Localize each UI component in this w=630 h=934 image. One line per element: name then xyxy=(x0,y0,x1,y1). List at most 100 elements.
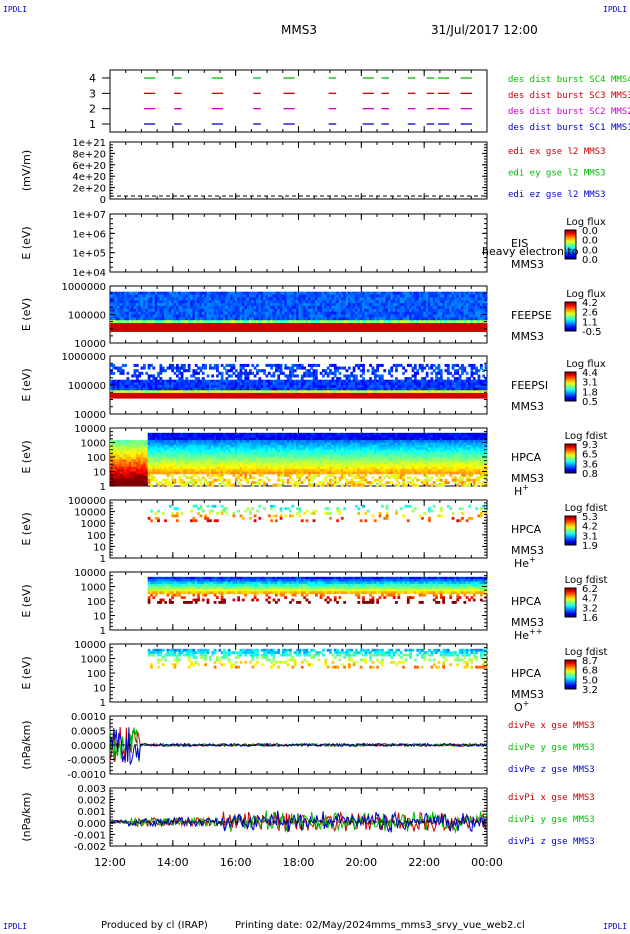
spectrogram-cell xyxy=(282,323,285,327)
spectrogram-cell xyxy=(180,392,184,396)
spectrogram-cell xyxy=(159,390,163,394)
spectrogram-cell xyxy=(220,320,224,324)
spectrogram-cell xyxy=(138,395,142,399)
spectrogram-cell xyxy=(194,317,198,321)
spectrogram-cell xyxy=(166,432,170,436)
spectrogram-cell xyxy=(124,457,127,460)
spectrogram-cell xyxy=(131,303,134,307)
spectrogram-cell xyxy=(147,291,151,295)
spectrogram-cell xyxy=(402,323,405,327)
spectrogram-cell xyxy=(218,387,222,391)
spectrogram-cell xyxy=(110,300,113,304)
spectrogram-cell xyxy=(402,317,405,321)
spectrogram-cell xyxy=(211,314,215,318)
spectrogram-cell xyxy=(192,291,196,295)
spectrogram-cell xyxy=(150,317,153,321)
spectrogram-cell xyxy=(166,297,170,301)
spectrogram-cell xyxy=(117,469,120,472)
spectrogram-cell xyxy=(482,323,486,327)
spectrogram-cell xyxy=(319,387,323,391)
spectrogram-cell xyxy=(437,390,441,394)
spectrogram-cell xyxy=(223,317,226,321)
spectrogram-cell xyxy=(355,325,358,330)
spectrogram-cell xyxy=(376,387,380,391)
spectrogram-cell xyxy=(376,369,380,373)
spectrogram-cell xyxy=(159,437,163,441)
spectrogram-cell xyxy=(152,317,156,321)
spectrogram-cell xyxy=(150,379,153,383)
spectrogram-cell xyxy=(251,385,255,389)
spectrogram-cell xyxy=(413,366,417,370)
spectrogram-cell xyxy=(397,328,401,332)
spectrogram-cell xyxy=(117,369,120,373)
spectrogram-cell xyxy=(171,294,175,298)
spectrogram-cell xyxy=(183,366,186,370)
spectrogram-cell xyxy=(194,371,198,375)
spectrogram-cell xyxy=(152,466,156,470)
spectrogram-cell xyxy=(322,325,325,330)
spectrogram-cell xyxy=(201,377,205,381)
y-tick-label: 8e+20 xyxy=(72,149,106,160)
spectrogram-cell xyxy=(362,369,365,373)
spectrogram-cell xyxy=(423,303,427,307)
spectrogram-cell xyxy=(479,387,483,391)
spectrogram-cell xyxy=(131,473,134,477)
spectrogram-cell xyxy=(180,454,184,458)
spectrogram-cell xyxy=(185,392,189,396)
spectrogram-cell xyxy=(135,387,139,391)
spectrogram-cell xyxy=(159,363,163,367)
spectrogram-cell xyxy=(430,311,434,315)
spectrogram-cell xyxy=(234,311,238,315)
spectrogram-cell xyxy=(300,385,304,389)
colorbar-tick-label: 0.0 xyxy=(582,255,598,266)
spectrogram-cell xyxy=(216,291,219,295)
spectrogram-cell xyxy=(178,395,182,399)
spectrogram-cell xyxy=(300,382,304,386)
spectrogram-cell xyxy=(190,392,193,396)
spectrogram-cell xyxy=(206,387,210,391)
spectrogram-cell xyxy=(406,305,410,310)
spectrogram-cell xyxy=(475,311,478,315)
spectrogram-cell xyxy=(470,311,474,315)
spectrogram-cell xyxy=(267,387,271,391)
spectrogram-cell xyxy=(194,314,198,318)
spectrogram-cell xyxy=(133,466,137,470)
spectrogram-cell xyxy=(256,395,259,399)
spectrogram-cell xyxy=(216,297,219,301)
spectrogram-cell xyxy=(194,291,198,295)
spectrogram-cell xyxy=(119,379,123,383)
spectrogram-cell xyxy=(326,300,330,304)
spectrogram-cell xyxy=(286,377,290,381)
spectrogram-cell xyxy=(253,297,257,301)
spectrogram-cell xyxy=(470,379,474,383)
spectrogram-cell xyxy=(227,379,231,383)
spectrogram-cell xyxy=(322,382,325,386)
spectrogram-cell xyxy=(461,294,464,298)
spectrogram-cell xyxy=(260,392,264,396)
spectrogram-cell xyxy=(220,363,224,367)
spectrogram-cell xyxy=(454,323,457,327)
spectrogram-cell xyxy=(128,444,132,448)
spectrogram-cell xyxy=(171,466,175,470)
spectrogram-cell xyxy=(180,461,184,465)
spectrogram-cell xyxy=(465,377,469,381)
y-tick-label: 2e+20 xyxy=(72,184,106,195)
spectrogram-cell xyxy=(142,385,146,389)
spectrogram-cell xyxy=(378,392,382,396)
spectrogram-cell xyxy=(164,454,167,458)
spectrogram-cell xyxy=(305,297,309,301)
spectrogram-cell xyxy=(336,385,339,389)
spectrogram-cell xyxy=(258,382,262,386)
spectrogram-cell xyxy=(216,325,219,330)
spectrogram-cell xyxy=(173,303,177,307)
spectrogram-cell xyxy=(185,379,189,383)
spectrogram-cell xyxy=(397,314,401,318)
spectrogram-cell xyxy=(463,308,467,313)
spectrogram-cell xyxy=(244,328,248,332)
spectrogram-cell xyxy=(267,385,271,389)
spectrogram-cell xyxy=(197,291,200,295)
spectrogram-cell xyxy=(234,369,238,373)
spectrogram-cell xyxy=(291,308,295,313)
spectrogram-cell xyxy=(411,385,415,389)
spectrogram-cell xyxy=(145,476,149,480)
